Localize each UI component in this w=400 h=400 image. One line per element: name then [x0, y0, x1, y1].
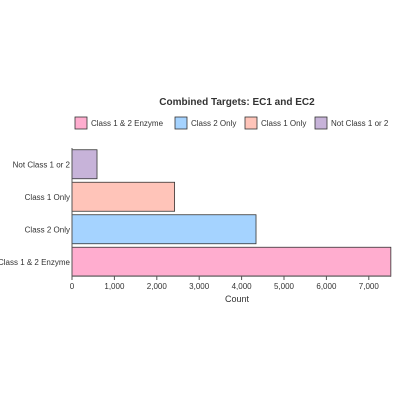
x-tick-label: 6,000 — [316, 282, 337, 291]
category-label-class-2-only: Class 2 Only — [25, 225, 70, 234]
legend: Class 1 & 2 Enzyme Class 2 Only Class 1 On… — [74, 116, 389, 130]
bar-not-class-1-or-2[interactable] — [71, 149, 98, 180]
bar-class-2-only[interactable] — [71, 214, 257, 245]
legend-item-class-2-only[interactable]: Class 2 Only — [174, 116, 236, 130]
x-tick-label: 1,000 — [104, 282, 125, 291]
category-label-class-1-only: Class 1 Only — [25, 193, 70, 202]
x-tick-label: 7,000 — [359, 282, 380, 291]
legend-item-class-1-and-2-enzyme[interactable]: Class 1 & 2 Enzyme — [74, 116, 164, 130]
bar-class-1-only[interactable] — [71, 181, 176, 212]
legend-item-class-1-only[interactable]: Class 1 Only — [244, 116, 306, 130]
category-label-class-1-and-2-enzyme: Class 1 & 2 Enzyme — [0, 258, 71, 267]
legend-label: Class 2 Only — [191, 119, 236, 128]
bars-group — [71, 149, 392, 277]
legend-item-not-class-1-or-2[interactable]: Not Class 1 or 2 — [314, 116, 389, 130]
category-label-not-class-1-or-2: Not Class 1 or 2 — [13, 160, 71, 169]
legend-label: Not Class 1 or 2 — [331, 119, 389, 128]
legend-label: Class 1 Only — [261, 119, 306, 128]
x-tick-label: 4,000 — [232, 282, 253, 291]
x-tick-label: 5,000 — [274, 282, 295, 291]
legend-swatch — [74, 116, 88, 130]
legend-label: Class 1 & 2 Enzyme — [91, 119, 164, 128]
x-tick-label: 3,000 — [189, 282, 210, 291]
x-axis-title: Count — [225, 294, 250, 304]
x-axis-ticks: 0 1,000 2,000 3,000 4,000 5,000 6,000 7,000 — [70, 276, 380, 291]
x-tick-label: 2,000 — [147, 282, 168, 291]
x-tick-label: 0 — [70, 282, 75, 291]
legend-swatch — [244, 116, 258, 130]
chart-title: Combined Targets: EC1 and EC2 — [159, 97, 315, 108]
category-labels: Class 1 & 2 Enzyme Class 2 Only Class 1 On… — [0, 160, 71, 267]
legend-swatch — [174, 116, 188, 130]
legend-swatch — [314, 116, 328, 130]
bar-class-1-and-2-enzyme[interactable] — [71, 246, 392, 277]
